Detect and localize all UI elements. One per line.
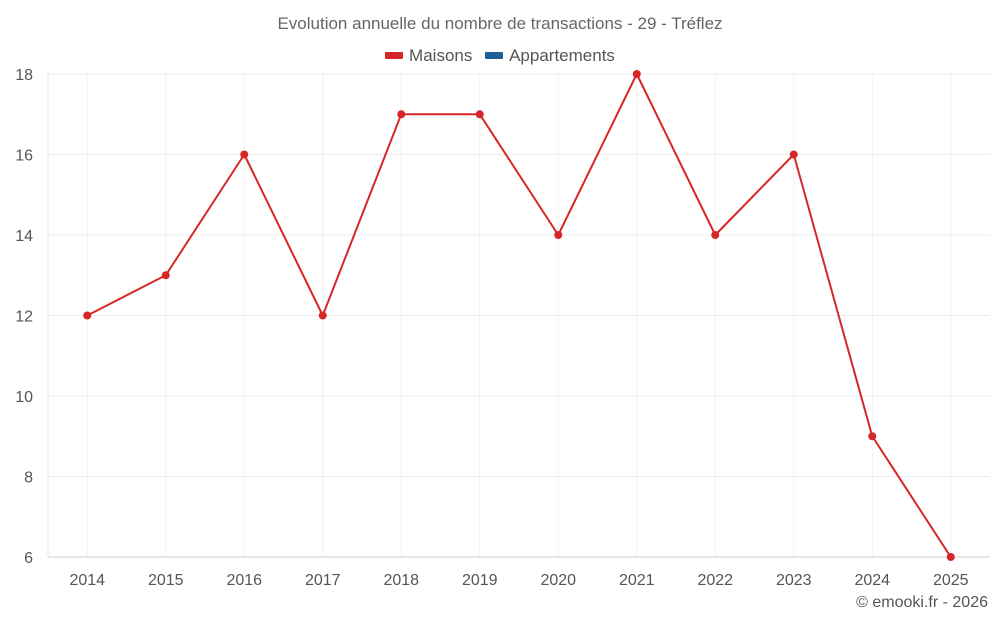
y-tick-label: 12 xyxy=(15,309,33,326)
series-layer xyxy=(83,70,955,561)
data-point[interactable] xyxy=(554,231,563,239)
data-point[interactable] xyxy=(789,150,798,159)
x-tick-label: 2018 xyxy=(383,572,419,589)
x-tick-label: 2024 xyxy=(854,572,890,589)
x-tick-label: 2015 xyxy=(148,572,184,589)
x-tick-label: 2023 xyxy=(776,572,812,589)
data-point[interactable] xyxy=(632,70,641,78)
legend: Maisons Appartements xyxy=(0,44,1000,66)
data-point[interactable] xyxy=(83,311,92,320)
y-tick-label: 16 xyxy=(15,148,33,165)
grid xyxy=(48,73,990,558)
data-point[interactable] xyxy=(318,311,327,320)
series-line-maisons xyxy=(86,73,952,558)
credit-text: © emooki.fr - 2026 xyxy=(856,594,988,611)
legend-label-appartements: Appartements xyxy=(509,45,615,65)
x-tick-label: 2020 xyxy=(540,572,576,589)
data-point[interactable] xyxy=(946,553,955,561)
legend-item-appartements[interactable]: Appartements xyxy=(485,46,615,66)
x-tick-label: 2022 xyxy=(697,572,733,589)
x-tick-label: 2014 xyxy=(69,572,105,589)
data-point[interactable] xyxy=(475,110,484,119)
y-tick-label: 14 xyxy=(15,228,33,245)
y-tick-label: 18 xyxy=(15,67,33,84)
x-tick-label: 2016 xyxy=(226,572,262,589)
chart-title: Evolution annuelle du nombre de transact… xyxy=(277,14,723,33)
x-tick-label: 2021 xyxy=(619,572,655,589)
legend-swatch-maisons xyxy=(385,52,404,59)
y-tick-label: 8 xyxy=(24,470,33,487)
x-tick-label: 2025 xyxy=(933,572,969,589)
data-point[interactable] xyxy=(711,231,720,239)
data-point[interactable] xyxy=(240,150,249,159)
x-tick-label: 2017 xyxy=(305,572,341,589)
data-point[interactable] xyxy=(161,271,170,280)
y-tick-label: 6 xyxy=(24,550,33,567)
data-point[interactable] xyxy=(397,110,406,119)
y-tick-label: 10 xyxy=(15,389,33,406)
legend-swatch-appartements xyxy=(485,52,504,59)
legend-item-maisons[interactable]: Maisons xyxy=(385,46,472,66)
legend-label-maisons: Maisons xyxy=(409,45,473,65)
x-tick-label: 2019 xyxy=(462,572,498,589)
data-point[interactable] xyxy=(868,432,877,441)
axes: 6 8 10 12 14 16 18 2014 2015 2016 2017 2018 2019 2020… xyxy=(15,67,990,589)
